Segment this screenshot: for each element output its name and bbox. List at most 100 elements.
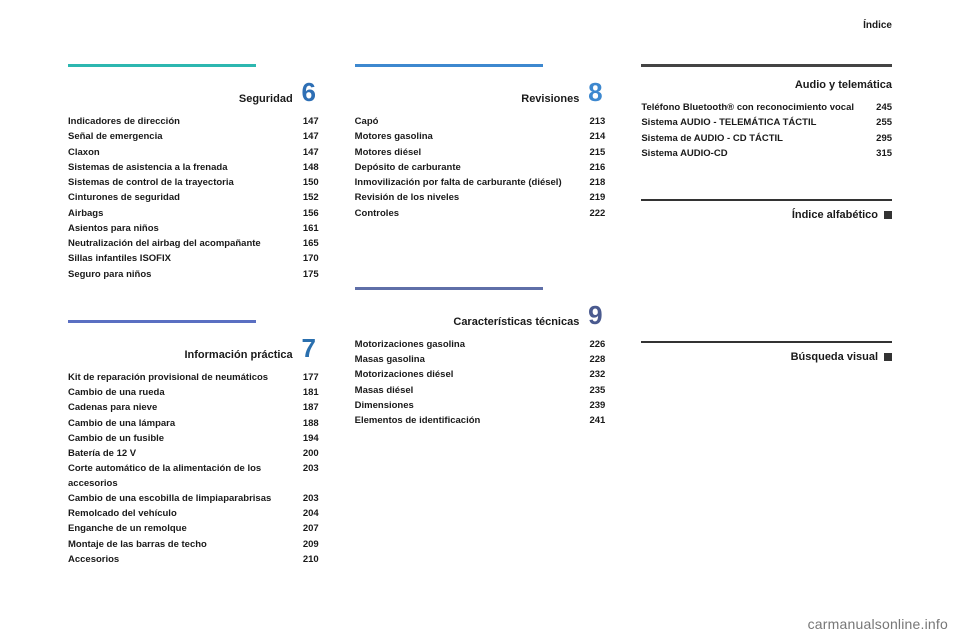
toc-label: Cinturones de seguridad: [68, 191, 291, 205]
toc-page: 203: [291, 462, 319, 491]
toc-row: Sistema AUDIO-CD315: [641, 147, 892, 161]
toc-page: 147: [291, 115, 319, 129]
toc-label: Asientos para niños: [68, 222, 291, 236]
toc-label: Sistemas de control de la trayectoria: [68, 176, 291, 190]
page-category: Índice: [863, 20, 892, 31]
toc-label: Indicadores de dirección: [68, 115, 291, 129]
toc-label: Sistema AUDIO-CD: [641, 147, 864, 161]
toc-label: Batería de 12 V: [68, 447, 291, 461]
toc-row: Capó213: [355, 115, 606, 129]
toc-row: Sistemas de control de la trayectoria150: [68, 176, 319, 190]
toc-label: Kit de reparación provisional de neumáti…: [68, 371, 291, 385]
toc-page: 147: [291, 146, 319, 160]
toc-page: 210: [291, 553, 319, 567]
toc-row: Batería de 12 V200: [68, 447, 319, 461]
toc-page: 161: [291, 222, 319, 236]
toc-label: Corte automático de la alimentación de l…: [68, 462, 291, 491]
dot-icon: [884, 353, 892, 361]
chapter-number-9: 9: [585, 302, 605, 328]
toc-row: Cambio de una lámpara188: [68, 417, 319, 431]
toc-row: Remolcado del vehículo204: [68, 507, 319, 521]
heading-revisiones: Revisiones: [355, 93, 586, 105]
toc-page: 152: [291, 191, 319, 205]
toc-row: Montaje de las barras de techo209: [68, 538, 319, 552]
toc-label: Sistema AUDIO - TELEMÁTICA TÁCTIL: [641, 116, 864, 130]
toc-row: Cinturones de seguridad152: [68, 191, 319, 205]
toc-label: Airbags: [68, 207, 291, 221]
heading-informacion: Información práctica: [68, 349, 299, 361]
toc-page: 187: [291, 401, 319, 415]
toc-page: 170: [291, 252, 319, 266]
toc-row: Seguro para niños175: [68, 268, 319, 282]
rule-audio: [641, 64, 892, 67]
chapter-number-8: 8: [585, 79, 605, 105]
toc-label: Motores gasolina: [355, 130, 578, 144]
toc-page: 228: [577, 353, 605, 367]
toc-page: 214: [577, 130, 605, 144]
toc-page: 239: [577, 399, 605, 413]
toc-row: Motores diésel215: [355, 146, 606, 160]
toc-page: 235: [577, 384, 605, 398]
toc-row: Motorizaciones diésel232: [355, 368, 606, 382]
toc-page: 148: [291, 161, 319, 175]
toc-page: 204: [291, 507, 319, 521]
toc-row: Cambio de un fusible194: [68, 432, 319, 446]
rule-caracteristicas: [355, 287, 543, 290]
toc-label: Teléfono Bluetooth® con reconocimiento v…: [641, 101, 864, 115]
toc-page: 150: [291, 176, 319, 190]
toc-row: Accesorios210: [68, 553, 319, 567]
toc-page: 188: [291, 417, 319, 431]
toc-label: Cambio de una rueda: [68, 386, 291, 400]
toc-page: 245: [864, 101, 892, 115]
toc-row: Cambio de una rueda181: [68, 386, 319, 400]
toc-row: Sistema de AUDIO - CD TÁCTIL295: [641, 132, 892, 146]
toc-label: Motorizaciones gasolina: [355, 338, 578, 352]
dot-icon: [884, 211, 892, 219]
toc-label: Cambio de una escobilla de limpiaparabri…: [68, 492, 291, 506]
toc-page: 218: [577, 176, 605, 190]
toc-label: Accesorios: [68, 553, 291, 567]
toc-row: Claxon147: [68, 146, 319, 160]
toc-label: Cambio de un fusible: [68, 432, 291, 446]
toc-row: Cambio de una escobilla de limpiaparabri…: [68, 492, 319, 506]
toc-page: 216: [577, 161, 605, 175]
toc-row: Dimensiones239: [355, 399, 606, 413]
section-caracteristicas: Características técnicas 9 Motorizacione…: [355, 287, 606, 429]
toc-row: Corte automático de la alimentación de l…: [68, 462, 319, 491]
heading-audio: Audio y telemática: [641, 79, 892, 91]
toc-page: 203: [291, 492, 319, 506]
toc-page: 207: [291, 522, 319, 536]
toc-page: 147: [291, 130, 319, 144]
toc-label: Elementos de identificación: [355, 414, 578, 428]
toc-page: 200: [291, 447, 319, 461]
toc-label: Seguro para niños: [68, 268, 291, 282]
toc-page: 226: [577, 338, 605, 352]
heading-caracteristicas: Características técnicas: [355, 316, 586, 328]
toc-row: Cadenas para nieve187: [68, 401, 319, 415]
toc-row: Neutralización del airbag del acompañant…: [68, 237, 319, 251]
toc-label: Masas gasolina: [355, 353, 578, 367]
section-audio: Audio y telemática Teléfono Bluetooth® c…: [641, 64, 892, 161]
toc-page: 215: [577, 146, 605, 160]
toc-label: Sistema de AUDIO - CD TÁCTIL: [641, 132, 864, 146]
toc-label: Claxon: [68, 146, 291, 160]
toc-label: Señal de emergencia: [68, 130, 291, 144]
toc-label: Masas diésel: [355, 384, 578, 398]
toc-label: Enganche de un remolque: [68, 522, 291, 536]
toc-row: Sillas infantiles ISOFIX170: [68, 252, 319, 266]
toc-page: 156: [291, 207, 319, 221]
toc-page: 175: [291, 268, 319, 282]
chapter-number-7: 7: [299, 335, 319, 361]
toc-page: 219: [577, 191, 605, 205]
column-1: Seguridad 6 Indicadores de dirección147S…: [68, 64, 319, 605]
toc-page: 209: [291, 538, 319, 552]
toc-row: Sistema AUDIO - TELEMÁTICA TÁCTIL255: [641, 116, 892, 130]
mini-heading-visual: Búsqueda visual: [641, 341, 892, 363]
toc-row: Masas diésel235: [355, 384, 606, 398]
toc-row: Motorizaciones gasolina226: [355, 338, 606, 352]
section-informacion: Información práctica 7 Kit de reparación…: [68, 320, 319, 567]
toc-page: 177: [291, 371, 319, 385]
toc-row: Motores gasolina214: [355, 130, 606, 144]
toc-row: Señal de emergencia147: [68, 130, 319, 144]
rule-seguridad: [68, 64, 256, 67]
